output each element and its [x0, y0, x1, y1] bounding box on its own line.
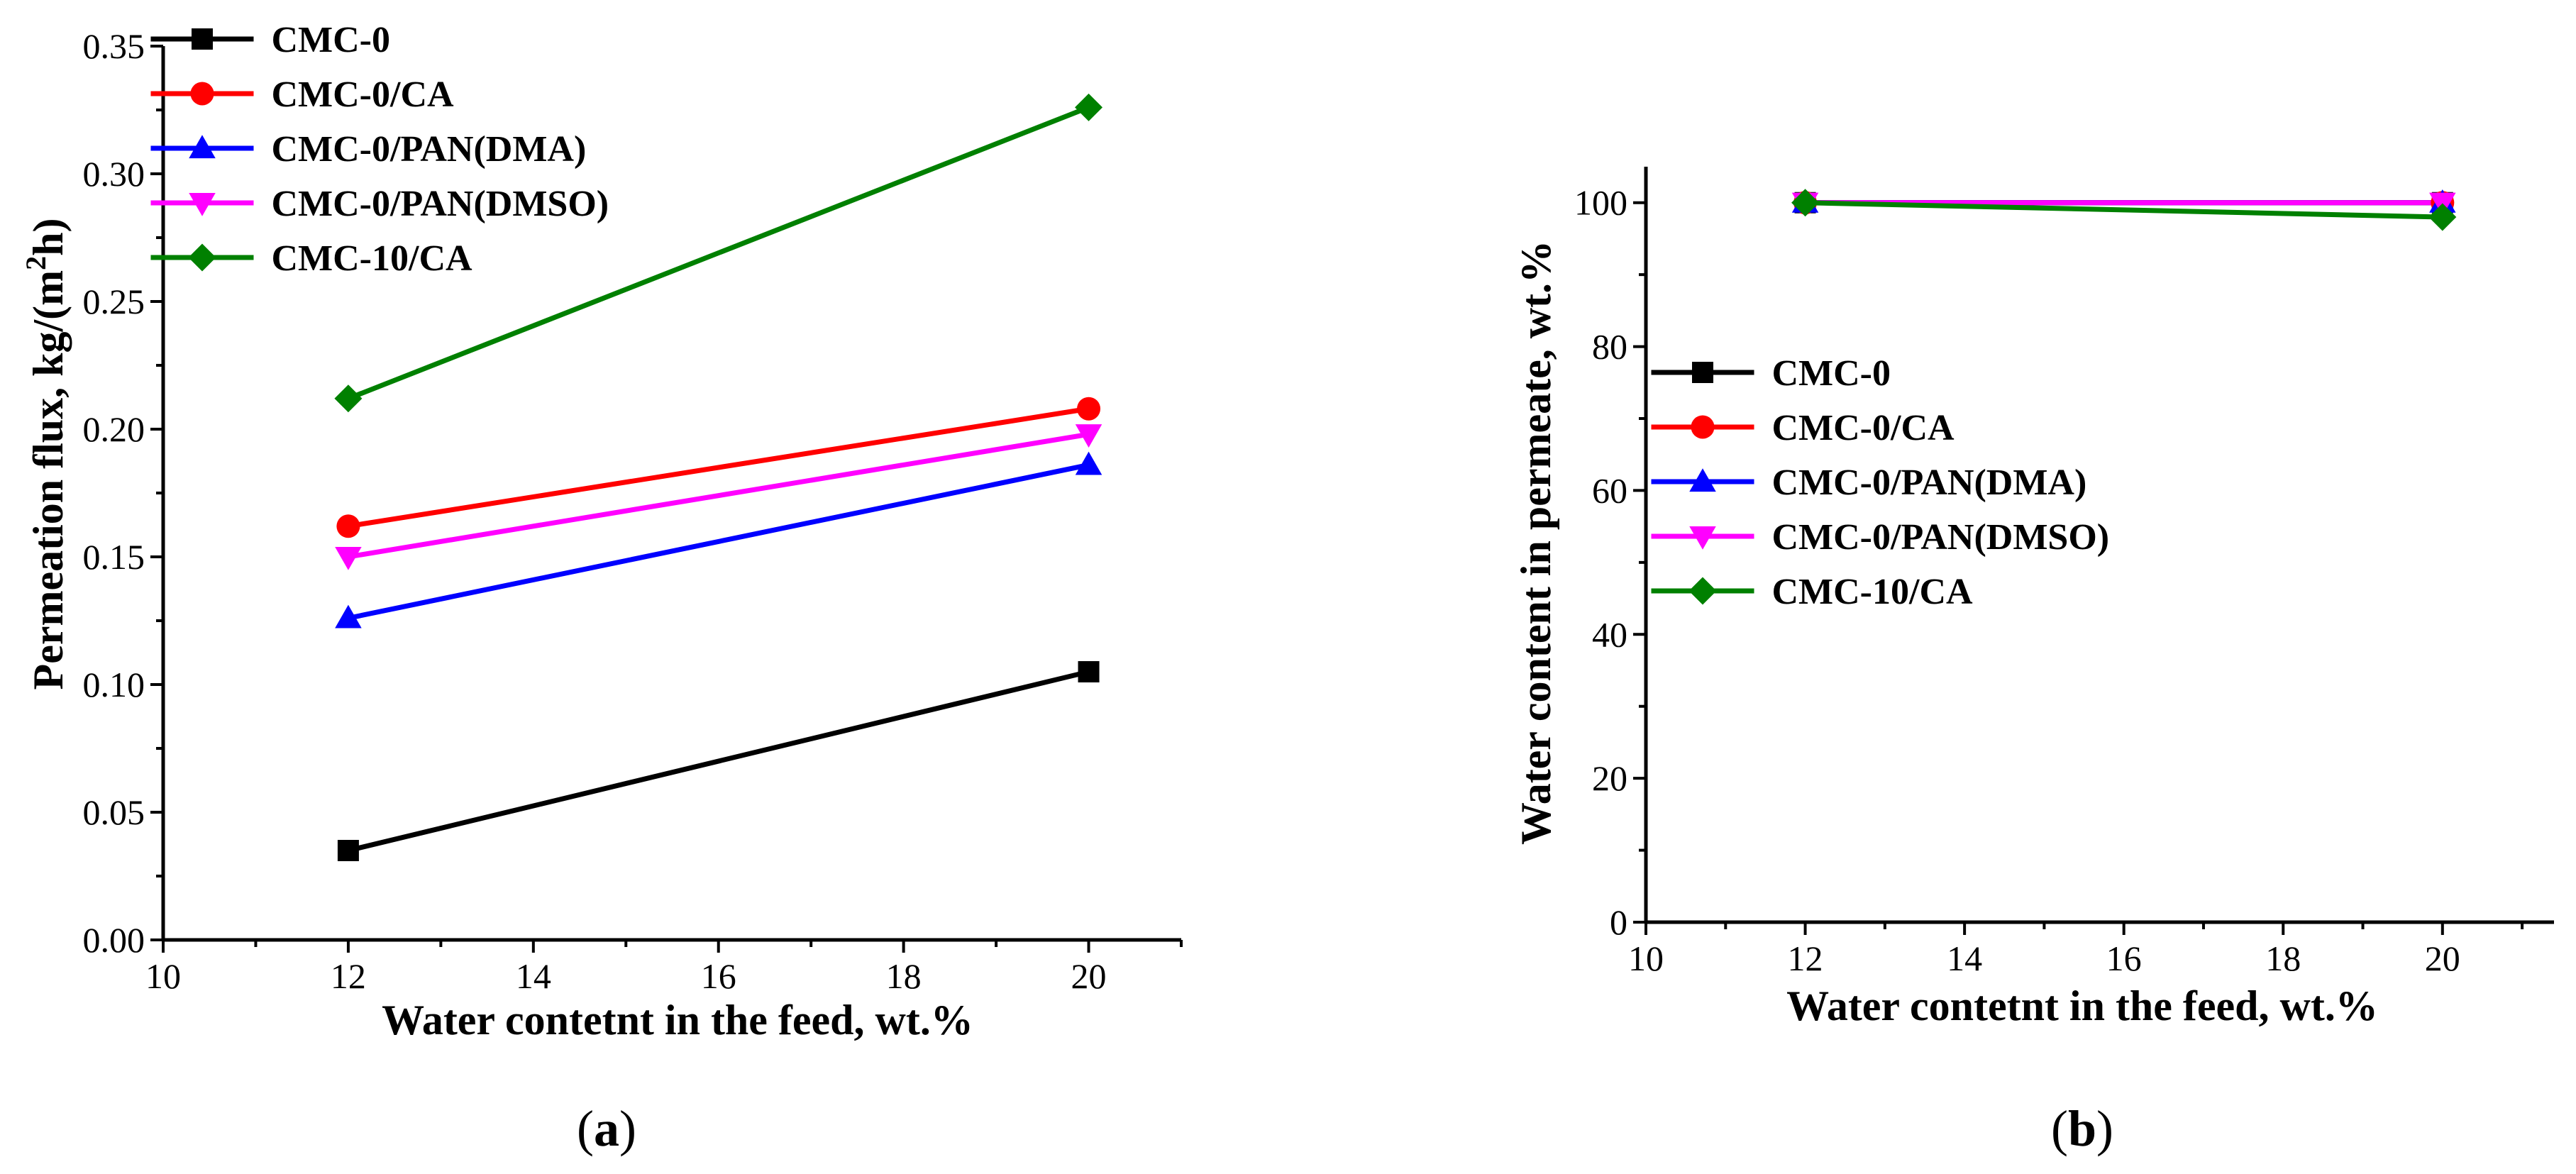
panel-a-y-tick-label: 0.05 [83, 792, 145, 832]
panel-a-legend: CMC-0 CMC-0/CA CMC-0/PAN(DMA) CMC-0/PAN(DMS… [150, 20, 609, 279]
panel-a-y-tick-label: 0.25 [83, 282, 145, 321]
panel-a-y-axis-label-end: h) [25, 218, 72, 256]
panel-b-caption-letter: b [2068, 1100, 2096, 1157]
panel-a-x-tick-label: 20 [1071, 956, 1107, 996]
panel-b-x-tick-label: 16 [2106, 938, 2142, 978]
panel-a-series-line-cmc-0-ca [348, 406, 1090, 529]
panel-b-legend-label-cmc-0-pan-dma: CMC-0/PAN(DMA) [1772, 463, 2087, 503]
panel-a-legend-label-cmc-0-pan-dma: CMC-0/PAN(DMA) [272, 129, 587, 170]
panel-a-caption-prefix: ( [577, 1100, 594, 1157]
panel-a-legend-label-cmc-0-ca: CMC-0/CA [272, 74, 455, 115]
panel-a: 10 12 14 16 18 20 0.00 0.05 0.10 0.15 0.20 0.25 0.30… [20, 20, 1183, 1157]
panel-a-point-cmc-0-pan-dmso [335, 546, 362, 570]
panel-b-legend-marker-cmc-0-pan-dma [1689, 468, 1716, 492]
panel-a-plot-layer [334, 93, 1103, 861]
panel-a-legend-label-cmc-10-ca: CMC-10/CA [272, 238, 473, 279]
panel-b-legend-marker-cmc-0-pan-dmso [1689, 526, 1716, 550]
panel-a-point-cmc-0-ca [1077, 397, 1101, 421]
panel-b-legend-marker-cmc-10-ca [1688, 577, 1717, 605]
panel-a-caption-letter: a [594, 1100, 619, 1157]
panel-a-caption-suffix: ) [619, 1100, 636, 1157]
panel-b-y-tick-label: 0 [1610, 902, 1627, 942]
panel-a-point-cmc-0-pan-dma [335, 604, 362, 628]
panel-b-legend-marker-cmc-0-ca [1691, 415, 1715, 439]
panel-a-y-tick-label: 0.15 [83, 537, 145, 577]
panel-a-point-cmc-0-ca [336, 514, 360, 538]
panel-a-x-axis-label: Water contetnt in the feed, wt.% [382, 997, 973, 1043]
panel-b-legend-marker-cmc-0 [1692, 362, 1713, 383]
panel-b-caption-prefix: ( [2051, 1100, 2068, 1157]
panel-a-series-line-cmc-10-ca [347, 105, 1090, 402]
panel-b-legend: CMC-0 CMC-0/CA CMC-0/PAN(DMA) CMC-0/PAN(DMS… [1651, 353, 2110, 612]
panel-a-point-cmc-10-ca [334, 384, 363, 413]
panel-a-caption: (a) [577, 1100, 636, 1157]
panel-a-y-tick-label: 0.00 [83, 920, 145, 960]
panel-b: 10 12 14 16 18 20 0 20 40 60 80 100 Water contetnt … [1513, 167, 2554, 1157]
panel-b-y-tick-label: 60 [1592, 470, 1627, 510]
panel-a-point-cmc-0 [1078, 661, 1100, 682]
panel-a-y-tick-label: 0.30 [83, 154, 145, 194]
panel-b-x-axis-label: Water contetnt in the feed, wt.% [1786, 982, 2378, 1029]
panel-a-y-axis-label: Permeation flux, kg/(m2h) [20, 218, 72, 690]
panel-b-x-tick-label: 18 [2265, 938, 2301, 978]
panel-b-y-tick-label: 40 [1592, 614, 1627, 654]
panel-b-caption: (b) [2051, 1100, 2113, 1157]
panel-a-legend-marker-cmc-0-pan-dmso [189, 192, 216, 216]
panel-b-x-tick-label: 10 [1628, 938, 1664, 978]
panel-a-y-axis-label-main: Permeation flux, kg/(m [25, 270, 72, 690]
panel-b-axes-layer: 10 12 14 16 18 20 0 20 40 60 80 100 [1574, 167, 2554, 978]
panel-b-legend-label-cmc-0: CMC-0 [1772, 353, 1891, 394]
panel-b-legend-label-cmc-10-ca: CMC-10/CA [1772, 572, 1974, 612]
panel-b-point-cmc-10-ca [2428, 203, 2457, 231]
panel-b-point-cmc-10-ca [1791, 189, 1820, 217]
panel-a-x-tick-label: 18 [886, 956, 922, 996]
panel-b-y-tick-label: 80 [1592, 327, 1627, 367]
panel-a-legend-marker-cmc-0 [192, 28, 213, 50]
panel-a-y-axis-label-sup: 2 [20, 256, 52, 270]
panel-a-legend-label-cmc-0-pan-dmso: CMC-0/PAN(DMSO) [272, 184, 609, 224]
panel-a-series-line-cmc-0-pan-dmso [348, 431, 1090, 560]
panel-a-point-cmc-10-ca [1075, 93, 1103, 121]
panel-a-x-tick-label: 16 [701, 956, 736, 996]
panel-b-y-tick-label: 20 [1592, 758, 1627, 798]
panel-a-series-line-cmc-0 [348, 669, 1090, 853]
panel-b-y-tick-label: 100 [1574, 183, 1627, 223]
panel-a-x-tick-label: 10 [145, 956, 181, 996]
panel-a-legend-marker-cmc-0-pan-dma [189, 135, 216, 159]
panel-b-plot-layer [1791, 189, 2457, 231]
panel-a-y-tick-label: 0.10 [83, 665, 145, 704]
panel-b-series-line-cmc-10-ca [1805, 200, 2443, 220]
panel-b-legend-label-cmc-0-pan-dmso: CMC-0/PAN(DMSO) [1772, 517, 2110, 558]
panel-a-legend-marker-cmc-0-ca [190, 82, 214, 106]
panel-b-y-axis-label: Water content in permeate, wt.% [1513, 240, 1559, 845]
panel-a-x-tick-label: 12 [331, 956, 366, 996]
panel-a-point-cmc-0-pan-dmso [1075, 424, 1102, 448]
panel-b-x-tick-label: 14 [1947, 938, 1982, 978]
panel-a-legend-marker-cmc-10-ca [188, 243, 216, 272]
panel-a-series-line-cmc-0-pan-dma [348, 462, 1090, 621]
panel-a-x-tick-label: 14 [516, 956, 551, 996]
panel-a-axes-layer: 10 12 14 16 18 20 0.00 0.05 0.10 0.15 0.20 0.25 0.30… [83, 26, 1183, 996]
panel-a-legend-label-cmc-0: CMC-0 [272, 20, 391, 60]
panel-b-y-axis-label-main: Water content in permeate, wt.% [1513, 240, 1559, 845]
panel-a-y-tick-label: 0.20 [83, 409, 145, 449]
panel-a-point-cmc-0 [337, 840, 359, 861]
panel-a-y-tick-label: 0.35 [83, 26, 145, 66]
panel-b-legend-label-cmc-0-ca: CMC-0/CA [1772, 408, 1955, 448]
panel-a-point-cmc-0-pan-dma [1075, 451, 1102, 475]
panel-b-caption-suffix: ) [2096, 1100, 2113, 1157]
panel-b-x-tick-label: 20 [2425, 938, 2460, 978]
panel-b-x-tick-label: 12 [1788, 938, 1823, 978]
